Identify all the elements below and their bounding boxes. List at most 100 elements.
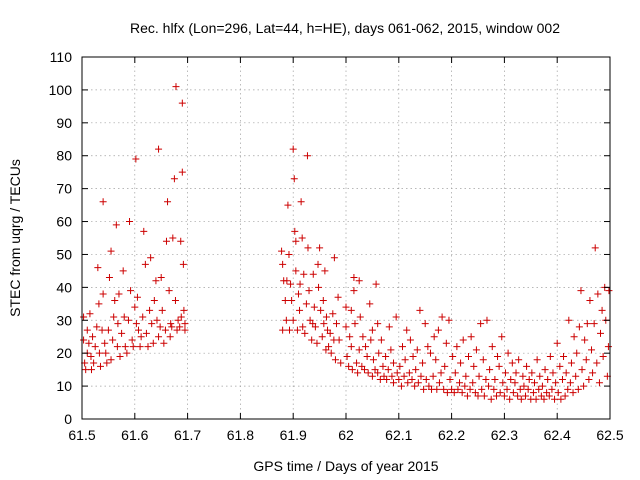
data-point <box>169 234 177 242</box>
data-point <box>177 313 185 321</box>
data-point <box>142 329 150 337</box>
data-point <box>416 306 424 314</box>
data-point <box>176 323 184 331</box>
data-point <box>114 320 122 328</box>
data-point <box>540 395 548 403</box>
data-point <box>459 336 467 344</box>
data-point <box>364 369 372 377</box>
data-point <box>99 290 107 298</box>
data-point <box>177 237 185 245</box>
data-point <box>472 346 480 354</box>
data-point <box>315 283 323 291</box>
data-point <box>441 362 449 370</box>
data-point <box>498 333 506 341</box>
y-tick-label: 60 <box>56 214 72 230</box>
data-point <box>360 366 368 374</box>
y-tick-label: 90 <box>56 115 72 131</box>
data-point <box>132 155 140 163</box>
data-point <box>347 343 355 351</box>
data-point <box>599 352 607 360</box>
data-point <box>477 320 485 328</box>
data-point <box>131 303 139 311</box>
data-point <box>144 343 152 351</box>
data-point <box>147 254 155 262</box>
data-point <box>318 333 326 341</box>
x-tick-label: 61.8 <box>227 427 254 443</box>
data-point <box>132 320 140 328</box>
data-point <box>116 352 124 360</box>
data-point <box>536 372 544 380</box>
data-point <box>283 277 291 285</box>
data-point <box>404 379 412 387</box>
data-point <box>586 297 594 305</box>
data-point <box>337 359 345 367</box>
data-point <box>297 198 305 206</box>
data-point <box>118 329 126 337</box>
data-point <box>411 382 419 390</box>
data-point <box>164 198 172 206</box>
data-point <box>409 352 417 360</box>
data-point <box>367 336 375 344</box>
data-point <box>303 152 311 160</box>
y-tick-label: 50 <box>56 246 72 262</box>
x-tick-label: 61.6 <box>121 427 148 443</box>
y-axis-title: STEC from uqrg / TECUs <box>7 159 23 317</box>
data-point <box>384 366 392 374</box>
data-point <box>393 369 401 377</box>
data-point <box>141 260 149 268</box>
data-point <box>594 290 602 298</box>
data-point <box>332 320 340 328</box>
data-point <box>320 320 328 328</box>
data-point <box>156 323 164 331</box>
y-tick-label: 80 <box>56 148 72 164</box>
data-point <box>126 218 134 226</box>
data-point <box>588 346 596 354</box>
data-point <box>491 376 499 384</box>
data-point <box>150 297 158 305</box>
data-point <box>500 392 508 400</box>
data-point <box>180 306 188 314</box>
data-point <box>504 349 512 357</box>
data-point <box>363 352 371 360</box>
data-point <box>430 333 438 341</box>
data-point <box>115 290 123 298</box>
data-point <box>469 379 477 387</box>
data-point <box>289 316 297 324</box>
data-point <box>348 366 356 374</box>
data-point <box>426 349 434 357</box>
data-point <box>279 326 287 334</box>
data-point <box>369 356 377 364</box>
data-point <box>157 273 165 281</box>
data-point <box>299 323 307 331</box>
data-point <box>495 362 503 370</box>
data-point <box>572 372 580 380</box>
data-point <box>478 385 486 393</box>
data-point <box>457 359 465 367</box>
data-point <box>120 313 128 321</box>
data-point <box>379 362 387 370</box>
data-point <box>530 379 538 387</box>
data-point <box>372 280 380 288</box>
data-point <box>179 260 187 268</box>
y-tick-label: 110 <box>50 49 73 65</box>
data-point <box>375 349 383 357</box>
data-point <box>429 372 437 380</box>
data-point <box>569 389 577 397</box>
data-point <box>466 385 474 393</box>
data-point <box>474 392 482 400</box>
data-point <box>575 323 583 331</box>
data-point <box>570 333 578 341</box>
data-point <box>346 333 354 341</box>
data-point <box>486 366 494 374</box>
data-point <box>308 336 316 344</box>
data-point <box>342 303 350 311</box>
data-point <box>503 385 511 393</box>
data-point <box>396 362 404 370</box>
data-point <box>88 366 96 374</box>
data-point <box>301 329 309 337</box>
data-point <box>167 320 175 328</box>
data-point <box>313 339 321 347</box>
data-point <box>178 99 186 107</box>
data-point <box>551 395 559 403</box>
data-point <box>552 379 560 387</box>
